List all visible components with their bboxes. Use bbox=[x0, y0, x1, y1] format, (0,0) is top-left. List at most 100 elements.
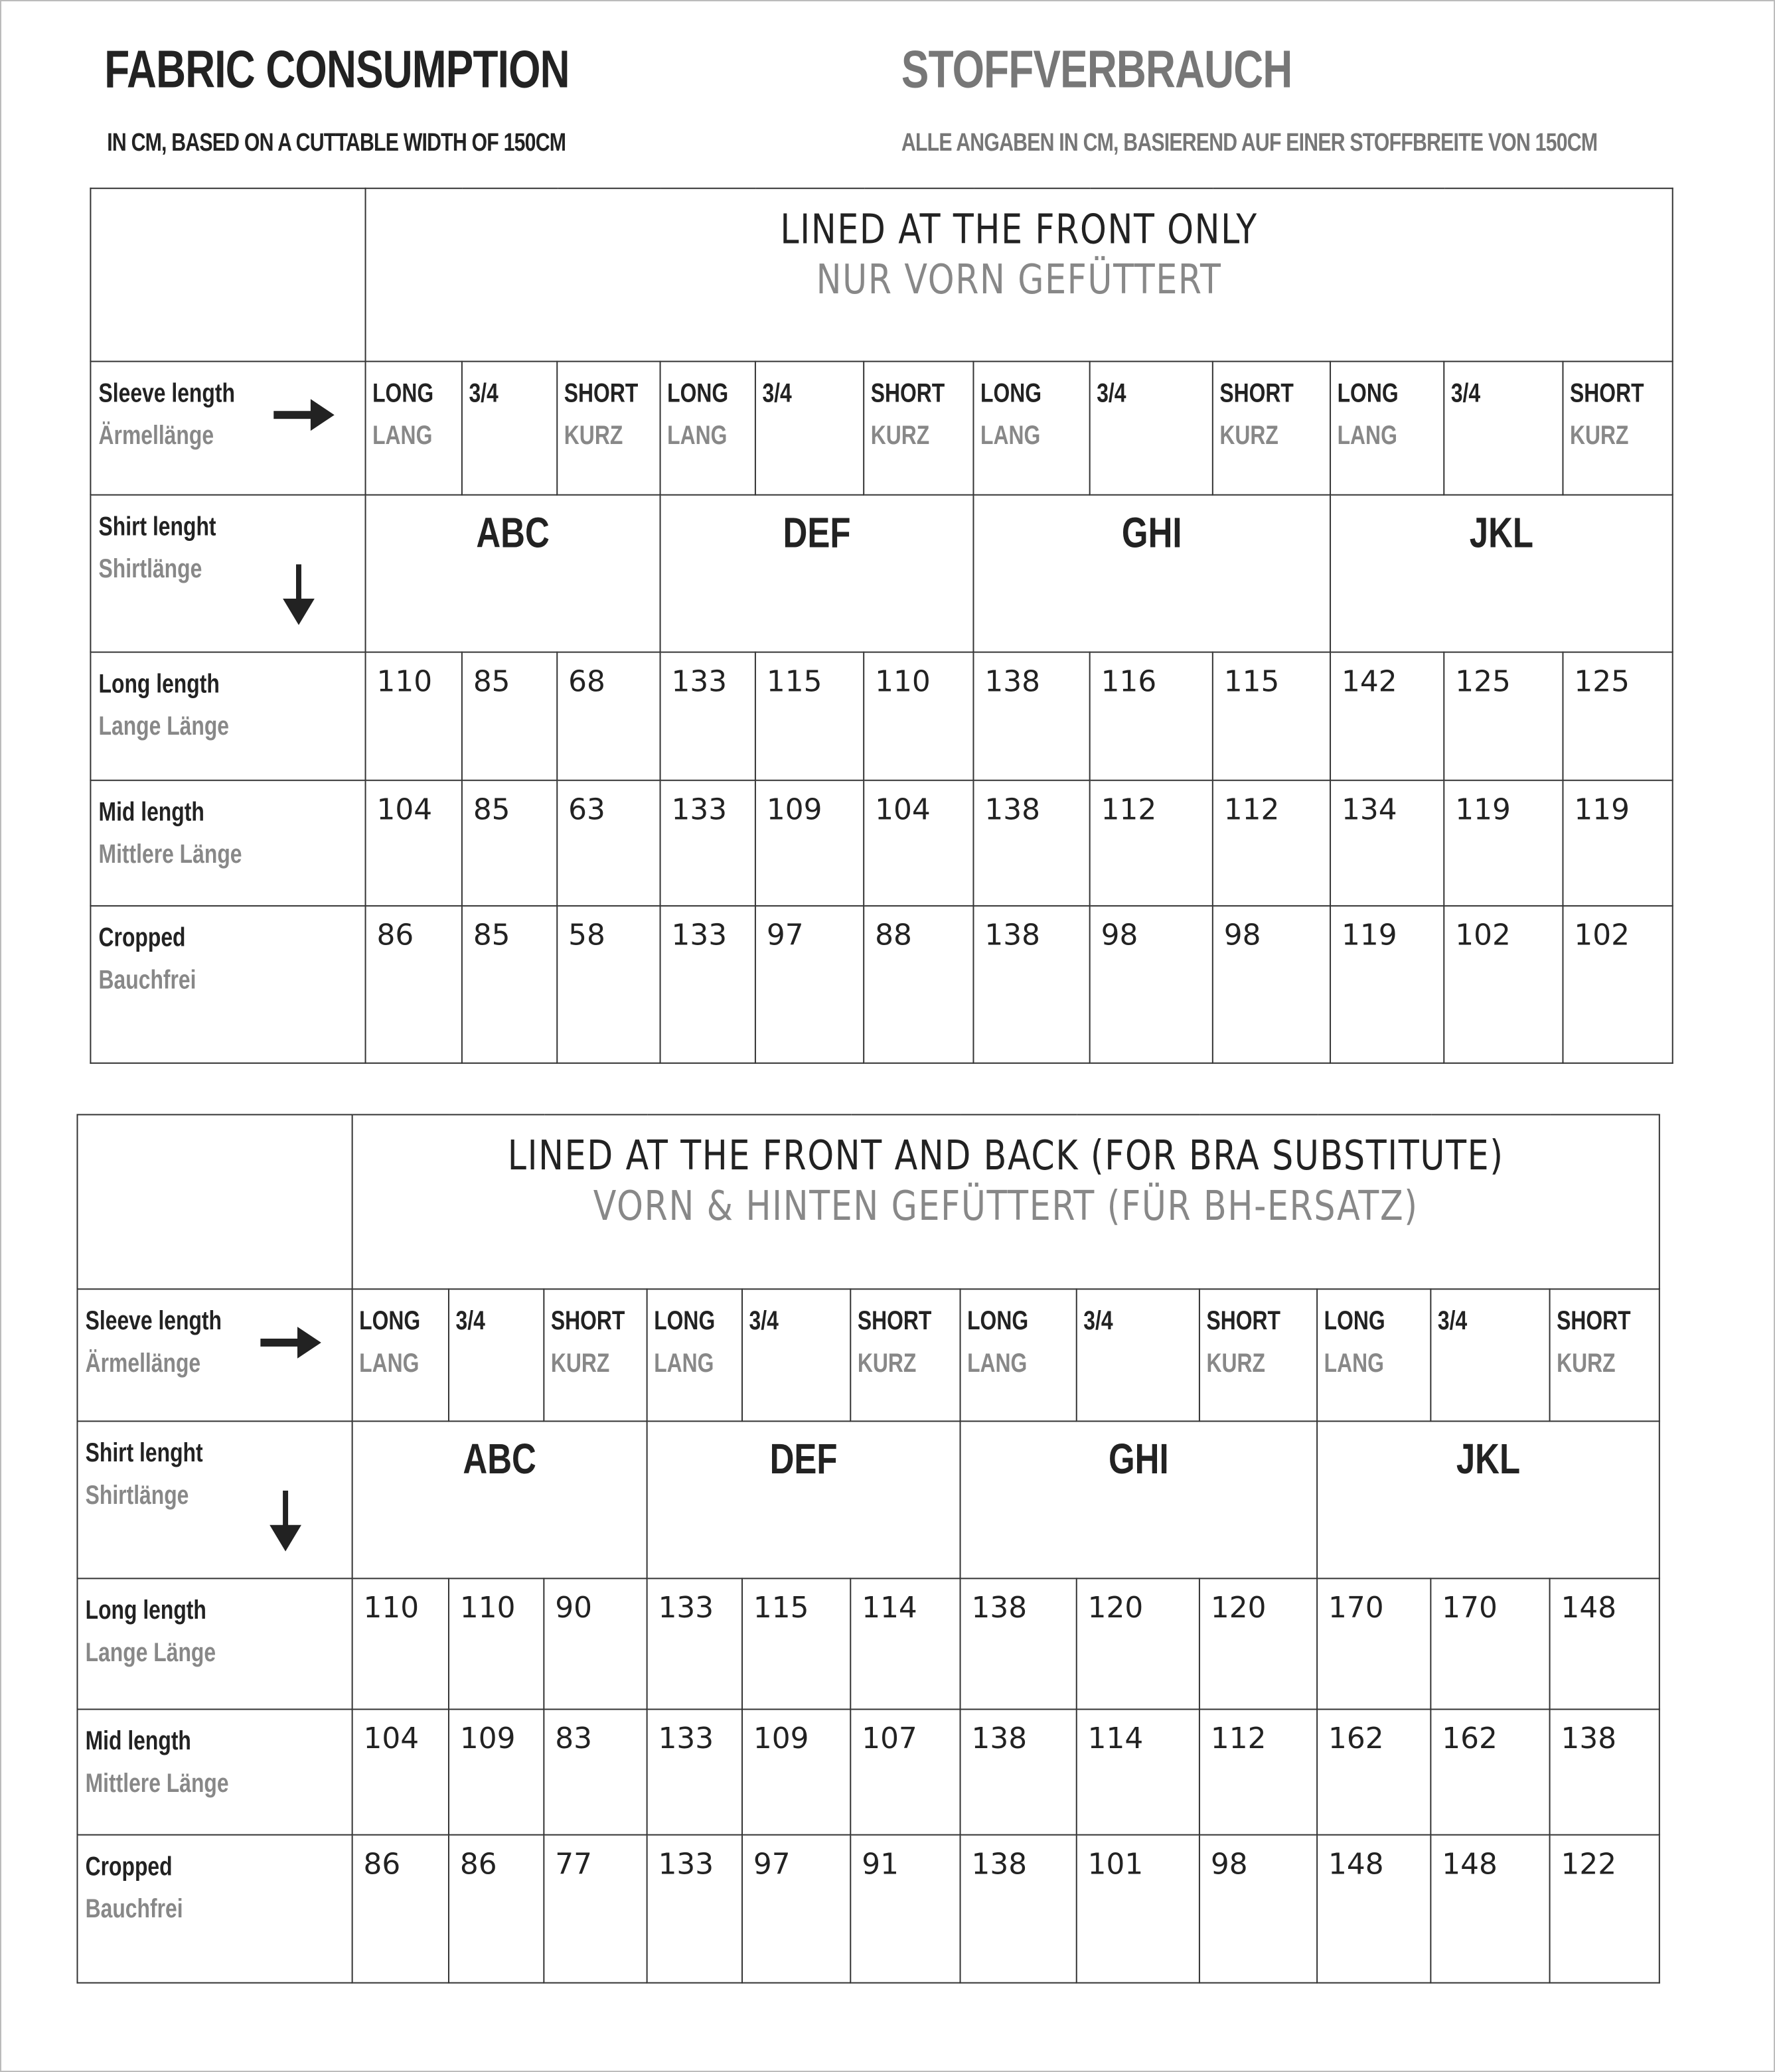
sleeve-en: LONG bbox=[372, 379, 434, 409]
sleeve-header: LONG LANG bbox=[659, 360, 756, 496]
value-cell: 115 bbox=[754, 651, 865, 781]
value: 90 bbox=[555, 1592, 593, 1626]
value-cell: 104 bbox=[863, 779, 974, 907]
value-cell: 170 bbox=[1430, 1578, 1551, 1710]
sleeve-en: 3/4 bbox=[455, 1307, 485, 1337]
sleeve-de: KURZ bbox=[857, 1349, 917, 1378]
value: 120 bbox=[1210, 1592, 1267, 1626]
sleeve-header: 3/4 bbox=[1075, 1288, 1200, 1422]
arrow-right-icon bbox=[260, 1327, 321, 1359]
value-cell: 63 bbox=[556, 779, 661, 907]
sleeve-en: 3/4 bbox=[1437, 1307, 1468, 1337]
sleeve-header: LONG LANG bbox=[351, 1288, 449, 1422]
value: 114 bbox=[1087, 1723, 1144, 1757]
value-cell: 102 bbox=[1562, 905, 1673, 1064]
value-cell: 107 bbox=[850, 1708, 961, 1836]
sleeve-header: SHORT KURZ bbox=[1549, 1288, 1660, 1422]
table-row: Long length Lange Länge 110 110 90 133 115 114 1… bbox=[76, 1578, 1660, 1710]
sleeve-de: LANG bbox=[980, 421, 1041, 451]
sleeve-de: KURZ bbox=[870, 421, 930, 451]
table-caption: LINED AT THE FRONT AND BACK (FOR BRA SUB… bbox=[351, 1114, 1660, 1290]
size-label: ABC bbox=[463, 1435, 536, 1483]
caption-de: VORN & HINTEN GEFÜTTERT (FÜR BH-ERSATZ) bbox=[593, 1183, 1419, 1230]
value: 86 bbox=[363, 1848, 401, 1882]
value-cell: 115 bbox=[741, 1578, 852, 1710]
value-cell: 138 bbox=[959, 1708, 1077, 1836]
shirt-length-label: Shirt lenght Shirtlänge bbox=[76, 1420, 353, 1580]
sleeve-de: KURZ bbox=[1206, 1349, 1265, 1378]
value-cell: 110 bbox=[364, 651, 463, 781]
arrow-down-icon bbox=[270, 1490, 301, 1552]
label-en: Sleeve length bbox=[98, 379, 235, 409]
size-header: ABC bbox=[364, 494, 661, 653]
value-cell: 138 bbox=[972, 905, 1091, 1064]
value: 138 bbox=[971, 1848, 1028, 1882]
corner-cell bbox=[76, 1114, 353, 1290]
value-cell: 110 bbox=[447, 1578, 545, 1710]
value-cell: 102 bbox=[1443, 905, 1564, 1064]
sleeve-en: SHORT bbox=[1219, 379, 1294, 409]
sleeve-en: 3/4 bbox=[1097, 379, 1126, 409]
label-de: Bauchfrei bbox=[98, 966, 196, 996]
label-en: Mid length bbox=[98, 798, 204, 828]
value-cell: 133 bbox=[646, 1834, 743, 1984]
label-en: Mid length bbox=[85, 1727, 191, 1757]
value: 88 bbox=[875, 919, 912, 953]
value-cell: 114 bbox=[1075, 1708, 1200, 1836]
value: 112 bbox=[1210, 1723, 1267, 1757]
size-header: JKL bbox=[1330, 494, 1673, 653]
value: 116 bbox=[1101, 666, 1157, 700]
value-cell: 134 bbox=[1330, 779, 1445, 907]
row-label: Mid length Mittlere Länge bbox=[76, 1708, 353, 1836]
value: 85 bbox=[473, 794, 510, 828]
sleeve-en: LONG bbox=[359, 1307, 421, 1337]
sleeve-en: 3/4 bbox=[762, 379, 792, 409]
value-cell: 162 bbox=[1316, 1708, 1432, 1836]
value: 119 bbox=[1455, 794, 1511, 828]
value-cell: 133 bbox=[646, 1708, 743, 1836]
sleeve-length-label: Sleeve length Ärmellänge bbox=[90, 360, 366, 496]
value: 138 bbox=[984, 666, 1040, 700]
value-cell: 142 bbox=[1330, 651, 1445, 781]
value-cell: 58 bbox=[556, 905, 661, 1064]
value-cell: 109 bbox=[447, 1708, 545, 1836]
size-header: ABC bbox=[351, 1420, 648, 1580]
value: 102 bbox=[1574, 919, 1630, 953]
value-cell: 138 bbox=[972, 779, 1091, 907]
value: 68 bbox=[568, 666, 605, 700]
value-cell: 120 bbox=[1075, 1578, 1200, 1710]
fabric-table-2: LINED AT THE FRONT AND BACK (FOR BRA SUB… bbox=[76, 1114, 1660, 1984]
sleeve-header: LONG LANG bbox=[646, 1288, 743, 1422]
value: 115 bbox=[1223, 666, 1280, 700]
label-de: Ärmellänge bbox=[85, 1349, 201, 1378]
value-cell: 133 bbox=[646, 1578, 743, 1710]
value-cell: 86 bbox=[364, 905, 463, 1064]
value: 133 bbox=[658, 1848, 714, 1882]
value-cell: 112 bbox=[1198, 1708, 1318, 1836]
value: 122 bbox=[1561, 1848, 1617, 1882]
value: 109 bbox=[459, 1723, 516, 1757]
size-label: GHI bbox=[1109, 1435, 1169, 1483]
value: 85 bbox=[473, 919, 510, 953]
sleeve-header: 3/4 bbox=[447, 1288, 545, 1422]
value: 112 bbox=[1223, 794, 1280, 828]
sleeve-header: LONG LANG bbox=[959, 1288, 1077, 1422]
label-en: Sleeve length bbox=[85, 1307, 222, 1337]
table-row: Mid length Mittlere Länge 104 85 63 133 109 104… bbox=[90, 779, 1673, 907]
value-cell: 170 bbox=[1316, 1578, 1432, 1710]
table-caption: LINED AT THE FRONT ONLY NUR VORN GEFÜTTER… bbox=[364, 187, 1673, 362]
sleeve-de: LANG bbox=[1324, 1349, 1384, 1378]
sleeve-header: SHORT KURZ bbox=[1198, 1288, 1318, 1422]
value-cell: 138 bbox=[1549, 1708, 1660, 1836]
value-cell: 101 bbox=[1075, 1834, 1200, 1984]
sleeve-en: SHORT bbox=[1206, 1307, 1280, 1337]
value-cell: 116 bbox=[1089, 651, 1213, 781]
value: 109 bbox=[753, 1723, 809, 1757]
sleeve-de: LANG bbox=[967, 1349, 1028, 1378]
value: 112 bbox=[1101, 794, 1157, 828]
value-cell: 114 bbox=[850, 1578, 961, 1710]
value-cell: 120 bbox=[1198, 1578, 1318, 1710]
caption-en: LINED AT THE FRONT ONLY bbox=[780, 206, 1258, 254]
sleeve-de: LANG bbox=[667, 421, 728, 451]
value: 91 bbox=[862, 1848, 899, 1882]
